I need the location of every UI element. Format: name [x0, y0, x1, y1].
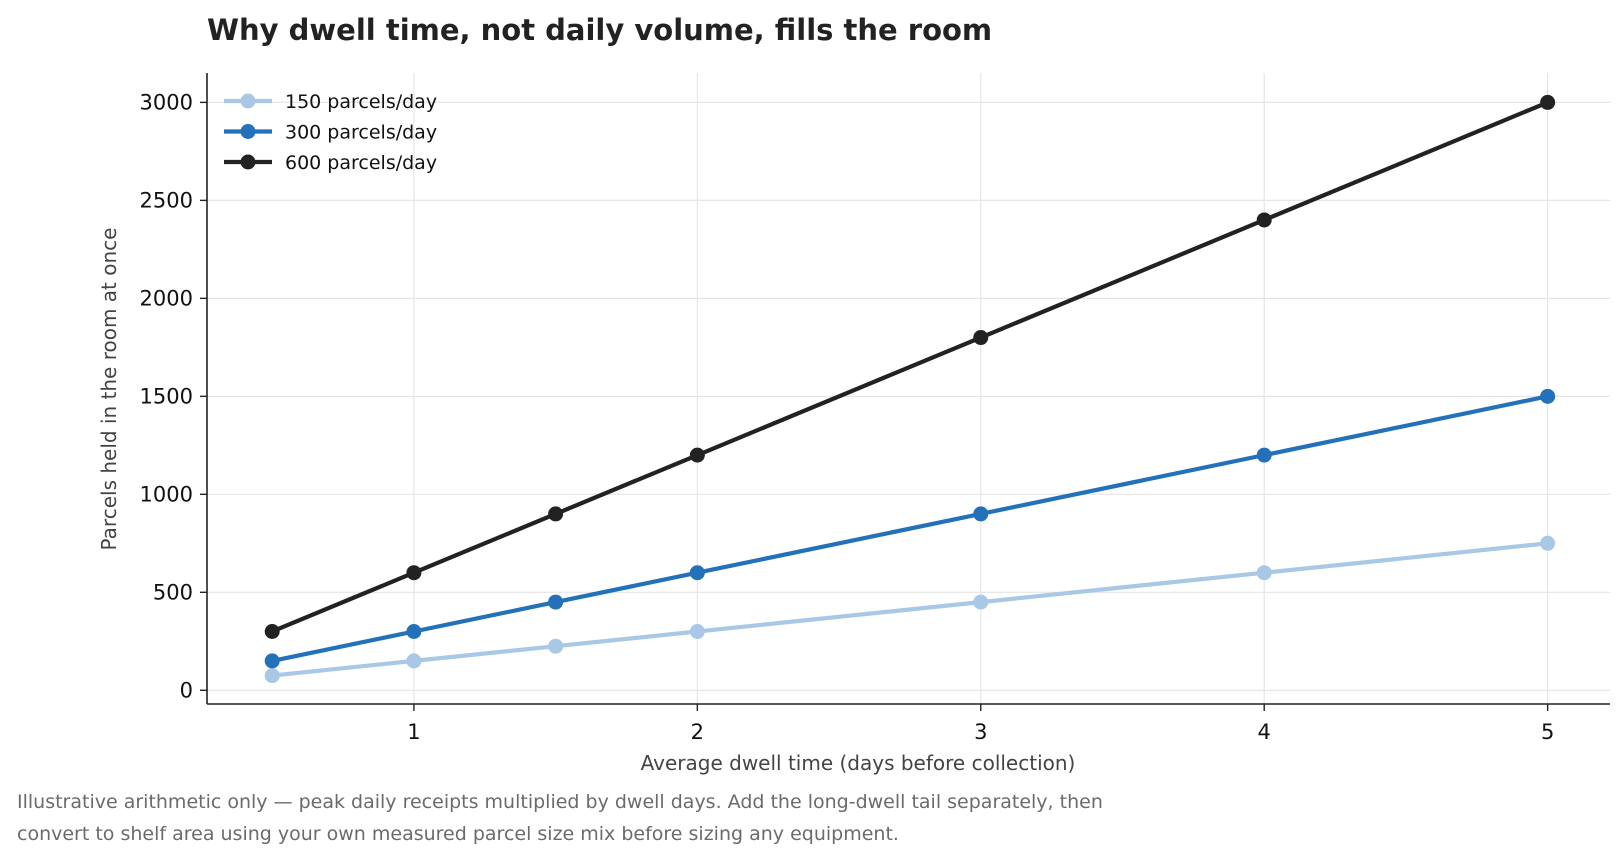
legend-label: 150 parcels/day	[285, 91, 437, 113]
series	[264, 94, 1556, 684]
data-point	[406, 623, 422, 639]
legend-item: 300 parcels/day	[224, 122, 437, 144]
y-tick-label: 0	[180, 678, 193, 702]
legend: 150 parcels/day 300 parcels/day 600 parcel…	[224, 91, 437, 174]
y-tick-label: 1500	[140, 384, 193, 408]
data-point	[1540, 388, 1556, 404]
series-0	[264, 535, 1556, 684]
chart-title: Why dwell time, not daily volume, fills …	[207, 13, 992, 47]
footnote-line-1: Illustrative arithmetic only — peak dail…	[17, 791, 1103, 813]
x-tick-label: 1	[407, 720, 420, 744]
grid	[207, 73, 1610, 704]
series-line	[270, 541, 1550, 678]
data-point	[1256, 212, 1272, 228]
x-tick-label: 5	[1541, 720, 1554, 744]
data-point	[264, 623, 280, 639]
legend-marker	[240, 93, 256, 109]
data-point	[1540, 535, 1556, 551]
data-point	[548, 506, 564, 522]
x-tick-label: 3	[974, 720, 987, 744]
data-point	[264, 653, 280, 669]
data-point	[548, 594, 564, 610]
series-line	[270, 100, 1550, 634]
x-tick-label: 2	[691, 720, 704, 744]
data-point	[689, 623, 705, 639]
axes	[206, 73, 1610, 705]
series-1	[264, 388, 1556, 669]
data-point	[689, 447, 705, 463]
data-point	[1256, 565, 1272, 581]
series-2	[264, 94, 1556, 639]
series-line	[270, 394, 1550, 663]
y-tick-label: 3000	[140, 90, 193, 114]
footnote: Illustrative arithmetic only — peak dail…	[17, 786, 1317, 850]
data-point	[406, 565, 422, 581]
y-tick-label: 500	[153, 580, 193, 604]
data-point	[406, 653, 422, 669]
x-tick-label: 4	[1258, 720, 1271, 744]
y-axis-label: Parcels held in the room at once	[97, 228, 121, 551]
legend-item: 150 parcels/day	[224, 91, 437, 113]
data-point	[1540, 94, 1556, 110]
data-point	[264, 668, 280, 684]
data-point	[973, 594, 989, 610]
y-tick-label: 2500	[140, 188, 193, 212]
footnote-line-2: convert to shelf area using your own mea…	[17, 823, 899, 845]
y-ticks: 0 500 1000 1500 2000 2500 3000	[140, 90, 207, 702]
legend-item: 600 parcels/day	[224, 152, 437, 174]
x-ticks: 1 2 3 4 5	[407, 704, 1554, 744]
data-point	[1256, 447, 1272, 463]
y-tick-label: 2000	[140, 286, 193, 310]
data-point	[973, 506, 989, 522]
data-point	[973, 330, 989, 346]
data-point	[689, 565, 705, 581]
x-axis-label: Average dwell time (days before collecti…	[641, 751, 1076, 775]
legend-marker	[240, 154, 256, 170]
legend-marker	[240, 124, 256, 139]
legend-label: 300 parcels/day	[285, 122, 437, 144]
data-point	[548, 638, 564, 654]
legend-label: 600 parcels/day	[285, 152, 437, 174]
y-tick-label: 1000	[140, 482, 193, 506]
